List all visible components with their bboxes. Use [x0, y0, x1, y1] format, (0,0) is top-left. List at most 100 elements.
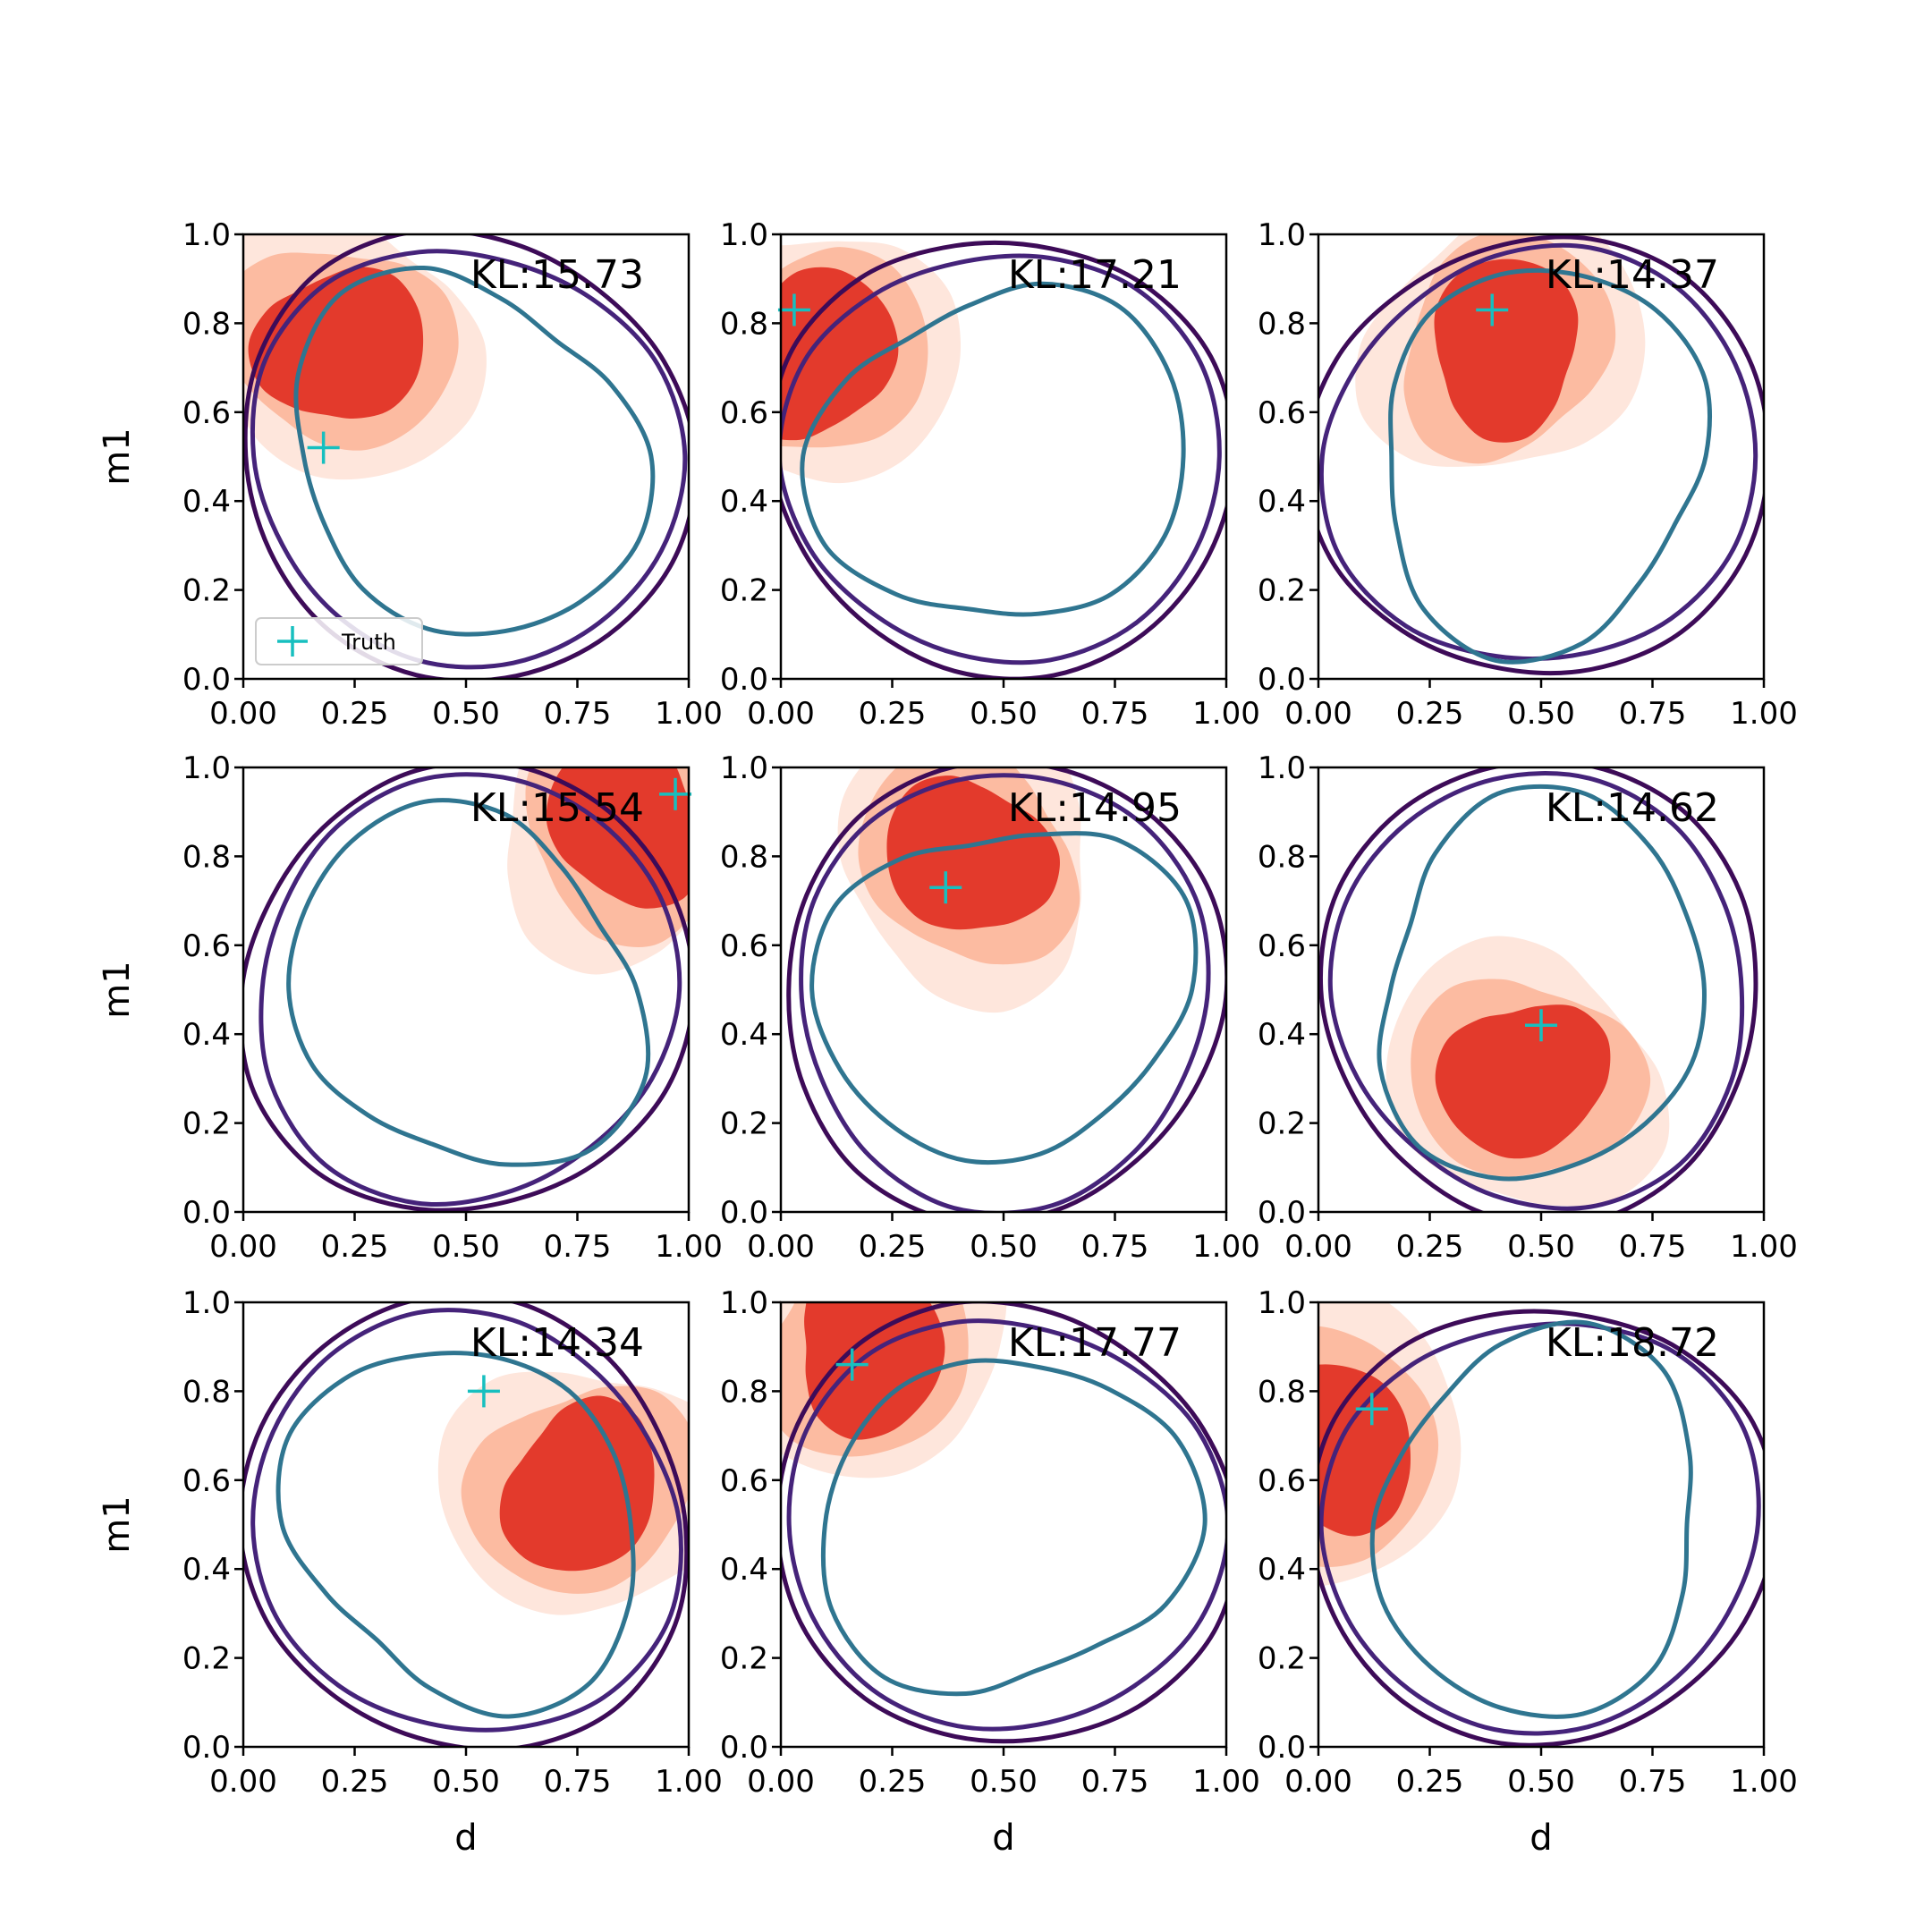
truth-marker — [467, 1375, 500, 1408]
prior-contour-middle — [1318, 242, 1758, 662]
x-tick-label: 0.00 — [1284, 696, 1352, 732]
y-tick-label: 0.6 — [720, 395, 768, 431]
y-tick-label: 1.0 — [1258, 750, 1306, 786]
y-tick-label: 0.0 — [720, 1730, 768, 1766]
x-tick-label: 0.00 — [209, 696, 277, 732]
truth-marker — [835, 1348, 869, 1381]
x-axis-label: d — [454, 1818, 477, 1859]
y-tick-label: 0.8 — [182, 839, 231, 875]
kl-annotation: KL:14.37 — [1546, 252, 1719, 298]
panel-8: KL:17.77 0.00 0.25 0.50 0.75 1.00 0.0 0.2 0.4 0.6… — [720, 1285, 1260, 1859]
y-tick-label: 0.6 — [182, 1463, 231, 1499]
y-tick-label: 0.4 — [720, 1017, 768, 1053]
x-tick-label: 1.00 — [1192, 1229, 1260, 1265]
x-tick-label: 1.00 — [1730, 1229, 1798, 1265]
y-tick-label: 0.4 — [1258, 484, 1306, 520]
kl-annotation: KL:14.62 — [1546, 785, 1719, 831]
x-tick-label: 0.75 — [1619, 1764, 1687, 1800]
x-tick-label: 1.00 — [1730, 696, 1798, 732]
truth-marker — [1525, 1009, 1557, 1042]
x-tick-label: 0.25 — [321, 696, 389, 732]
legend: Truth — [255, 617, 423, 665]
kl-annotation: KL:17.21 — [1008, 252, 1182, 298]
y-tick-label: 1.0 — [182, 217, 231, 253]
prior-contour-inner — [286, 798, 651, 1167]
x-tick-label: 0.25 — [321, 1764, 389, 1800]
y-tick-label: 0.8 — [720, 1374, 768, 1410]
truth-marker — [659, 777, 692, 810]
y-tick-label: 0.6 — [1258, 1463, 1306, 1499]
y-tick-label: 0.6 — [720, 1463, 768, 1499]
y-tick-label: 0.8 — [720, 306, 768, 342]
y-tick-label: 0.6 — [1258, 928, 1306, 964]
y-tick-label: 0.6 — [182, 928, 231, 964]
prior-contour-inner — [1369, 1319, 1693, 1719]
y-tick-label: 0.4 — [1258, 1017, 1306, 1053]
x-tick-label: 0.25 — [859, 1764, 927, 1800]
panel-7: KL:14.34 0.00 0.25 0.50 0.75 1.00 0.0 0.2 0.4 0.6… — [97, 1285, 723, 1859]
plot-area — [786, 767, 1226, 1212]
prior-contour-outer — [1318, 767, 1758, 1212]
x-tick-label: 0.50 — [432, 1764, 500, 1800]
x-axis-label: d — [1530, 1818, 1552, 1859]
x-tick-label: 0.25 — [859, 1229, 927, 1265]
y-tick-label: 1.0 — [182, 1285, 231, 1321]
y-axis-label: m1 — [97, 1496, 138, 1553]
y-tick-label: 0.0 — [182, 1730, 231, 1766]
y-tick-label: 0.8 — [182, 306, 231, 342]
prior-contour-inner — [1388, 267, 1713, 665]
plot-area — [1318, 1302, 1764, 1747]
plot-area — [781, 240, 1226, 679]
y-tick-label: 0.2 — [1258, 1106, 1306, 1142]
posterior-fill-level-3 — [804, 1302, 945, 1440]
y-tick-label: 0.0 — [1258, 1195, 1306, 1231]
x-tick-label: 0.50 — [970, 1764, 1038, 1800]
y-tick-label: 0.2 — [182, 1641, 231, 1677]
truth-marker — [1476, 293, 1509, 326]
y-axis-label: m1 — [97, 428, 138, 485]
x-tick-label: 0.25 — [859, 696, 927, 732]
y-tick-label: 0.8 — [1258, 1374, 1306, 1410]
y-tick-label: 1.0 — [1258, 217, 1306, 253]
prior-contour-middle — [799, 773, 1211, 1212]
x-tick-label: 0.25 — [1396, 696, 1464, 732]
x-tick-label: 0.50 — [432, 696, 500, 732]
kl-annotation: KL:17.77 — [1008, 1320, 1182, 1366]
x-tick-label: 0.75 — [1081, 696, 1149, 732]
prior-contour-inner — [275, 1351, 636, 1719]
x-tick-label: 0.75 — [544, 1764, 612, 1800]
posterior-fill-level-3 — [1434, 258, 1579, 443]
x-tick-label: 0.75 — [1081, 1764, 1149, 1800]
truth-marker — [1355, 1393, 1388, 1426]
posterior-fill-level-3 — [248, 267, 424, 419]
x-tick-label: 1.00 — [655, 1764, 723, 1800]
prior-contour-outer — [1318, 234, 1764, 675]
x-tick-label: 0.25 — [321, 1229, 389, 1265]
x-tick-label: 0.25 — [1396, 1229, 1464, 1265]
y-tick-label: 0.2 — [182, 573, 231, 609]
prior-contour-middle — [250, 249, 688, 670]
kl-annotation: KL:14.34 — [470, 1320, 644, 1366]
panel-1: KL:15.73 0.00 0.25 0.50 0.75 1.00 0.0 0.2 0.4 0.6… — [97, 217, 723, 732]
x-tick-label: 0.00 — [747, 1229, 815, 1265]
kl-annotation: KL:14.95 — [1008, 785, 1182, 831]
y-tick-label: 0.2 — [720, 1641, 768, 1677]
posterior-fill-level-3 — [886, 775, 1060, 930]
prior-contour-inner — [820, 1358, 1208, 1697]
y-tick-label: 0.4 — [182, 1017, 231, 1053]
prior-contour-middle — [781, 253, 1222, 665]
y-tick-label: 0.8 — [1258, 306, 1306, 342]
kl-annotation: KL:18.72 — [1546, 1320, 1719, 1366]
panel-5: KL:14.95 0.00 0.25 0.50 0.75 1.00 0.0 0.2 0.4 0.6… — [720, 750, 1260, 1265]
y-tick-label: 0.0 — [720, 662, 768, 698]
panel-9: KL:18.72 0.00 0.25 0.50 0.75 1.00 0.0 0.2 0.4 0.6… — [1258, 1285, 1798, 1859]
x-tick-label: 0.00 — [209, 1229, 277, 1265]
prior-contour-inner — [800, 281, 1186, 617]
x-tick-label: 0.00 — [1284, 1229, 1352, 1265]
prior-contour-middle — [258, 772, 682, 1207]
prior-contour-outer — [243, 1302, 689, 1747]
panel-3: KL:14.37 0.00 0.25 0.50 0.75 1.00 0.0 0.2 0.4 0.6… — [1258, 217, 1798, 732]
kl-annotation: KL:15.73 — [470, 252, 644, 298]
y-tick-label: 1.0 — [720, 750, 768, 786]
y-tick-label: 0.8 — [182, 1374, 231, 1410]
